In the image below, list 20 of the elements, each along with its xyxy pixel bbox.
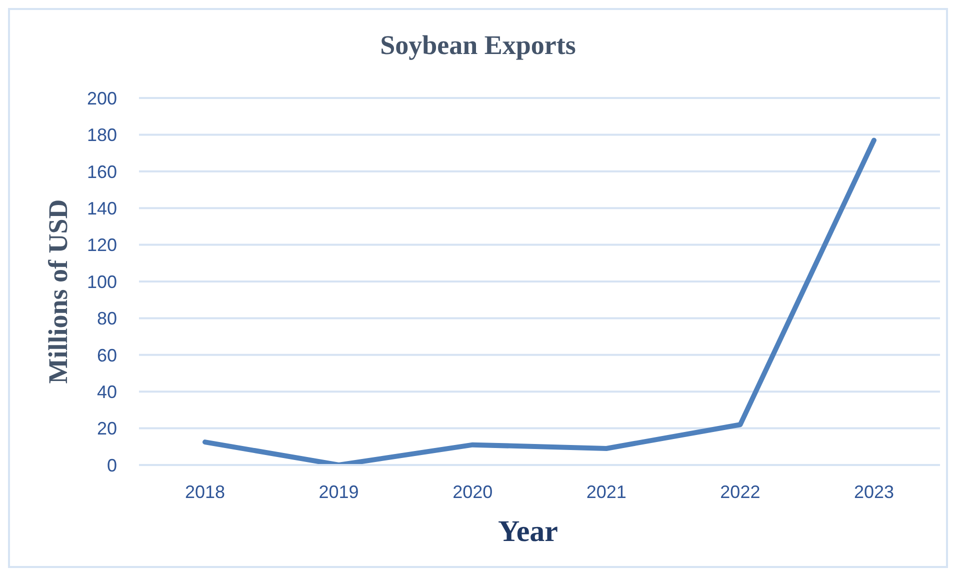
x-tick-label: 2019 xyxy=(318,482,359,502)
y-tick-label: 80 xyxy=(96,308,117,329)
y-tick-label: 140 xyxy=(86,198,117,218)
chart-title: Soybean Exports xyxy=(379,30,577,61)
y-tick-label: 120 xyxy=(86,235,117,256)
x-tick-label: 2020 xyxy=(452,482,493,502)
y-tick-label: 180 xyxy=(86,125,117,146)
x-axis-title: Year xyxy=(497,515,559,549)
x-tick-label: 2018 xyxy=(184,482,226,502)
y-tick-label: 200 xyxy=(86,88,117,108)
y-axis-title: Millions of USD xyxy=(42,199,74,384)
x-tick-label: 2021 xyxy=(586,482,626,502)
y-tick-label: 60 xyxy=(96,345,117,366)
y-tick-label: 0 xyxy=(106,455,117,476)
y-tick-label: 40 xyxy=(96,382,117,402)
y-tick-label: 20 xyxy=(96,418,117,439)
y-tick-label: 100 xyxy=(86,272,117,292)
x-tick-label: 2023 xyxy=(854,482,894,502)
y-tick-label: 160 xyxy=(86,162,117,182)
x-tick-label: 2022 xyxy=(720,482,760,502)
